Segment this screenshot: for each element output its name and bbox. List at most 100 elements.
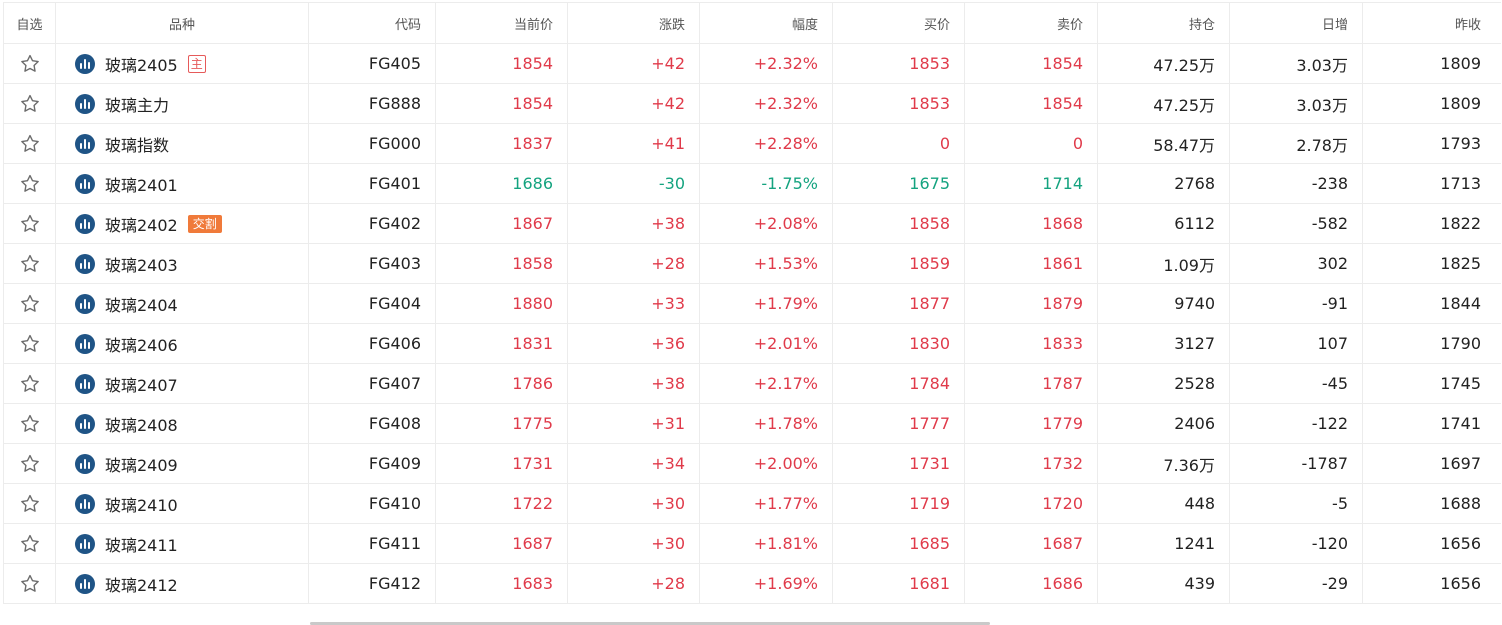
column-header-current-price[interactable]: 当前价 [436, 3, 568, 43]
variety-cell[interactable]: 玻璃主力 [56, 84, 309, 123]
variety-cell[interactable]: 玻璃2408 [56, 404, 309, 443]
favorite-cell [4, 404, 56, 443]
bar-chart-circle-icon[interactable] [75, 173, 95, 194]
prev-close-cell: 1688 [1440, 494, 1481, 513]
variety-name[interactable]: 玻璃指数 [105, 135, 170, 155]
prev-close-cell: 1741 [1440, 414, 1481, 433]
star-outline-icon[interactable] [19, 93, 41, 115]
star-outline-icon[interactable] [19, 293, 41, 315]
variety-cell[interactable]: 玻璃2409 [56, 444, 309, 483]
current-price-cell: 1831 [436, 324, 568, 363]
variety-cell[interactable]: 玻璃2404 [56, 284, 309, 323]
column-header-prev-close[interactable]: 昨收 [1454, 17, 1481, 33]
variety-name[interactable]: 玻璃2405 [105, 55, 178, 75]
variety-cell[interactable]: 玻璃2402 交割 [56, 204, 309, 243]
table-row[interactable]: 玻璃2412 FG412 1683 +28 +1.69% 1681 1686 439 -29 16… [4, 564, 1501, 604]
variety-name[interactable]: 玻璃2410 [105, 495, 178, 515]
table-row[interactable]: 玻璃2408 FG408 1775 +31 +1.78% 1777 1779 2406 -122… [4, 404, 1501, 444]
column-header-daily-increase[interactable]: 日增 [1230, 3, 1363, 43]
horizontal-scrollbar[interactable] [310, 622, 990, 625]
variety-name[interactable]: 玻璃2412 [105, 575, 178, 595]
variety-name[interactable]: 玻璃2404 [105, 295, 178, 315]
change-cell: +38 [568, 204, 700, 243]
bar-chart-circle-icon[interactable] [75, 213, 95, 234]
table-row[interactable]: 玻璃2402 交割 FG402 1867 +38 +2.08% 1858 1868 6112 -5… [4, 204, 1501, 244]
star-outline-icon[interactable] [19, 533, 41, 555]
star-outline-icon[interactable] [19, 573, 41, 595]
star-outline-icon[interactable] [19, 333, 41, 355]
variety-name[interactable]: 玻璃主力 [105, 95, 170, 115]
variety-name[interactable]: 玻璃2411 [105, 535, 178, 555]
variety-cell[interactable]: 玻璃2412 [56, 564, 309, 603]
table-row[interactable]: 玻璃2406 FG406 1831 +36 +2.01% 1830 1833 3127 107 1… [4, 324, 1501, 364]
favorite-cell [4, 244, 56, 283]
table-row[interactable]: 玻璃2405 主 FG405 1854 +42 +2.32% 1853 1854 47.25万 3… [4, 44, 1501, 84]
column-header-code[interactable]: 代码 [309, 3, 436, 43]
table-row[interactable]: 玻璃2410 FG410 1722 +30 +1.77% 1719 1720 448 -5 168… [4, 484, 1501, 524]
table-row[interactable]: 玻璃2401 FG401 1686 -30 -1.75% 1675 1714 2768 -238… [4, 164, 1501, 204]
column-header-change[interactable]: 涨跌 [568, 3, 700, 43]
table-row[interactable]: 玻璃主力 FG888 1854 +42 +2.32% 1853 1854 47.25万 3.03… [4, 84, 1501, 124]
bar-chart-circle-icon[interactable] [75, 53, 95, 74]
main-contract-badge: 主 [187, 54, 206, 73]
bar-chart-circle-icon[interactable] [75, 453, 95, 474]
daily-increase-cell: 302 [1230, 244, 1363, 283]
bar-chart-circle-icon[interactable] [75, 573, 95, 594]
variety-name[interactable]: 玻璃2409 [105, 455, 178, 475]
bar-chart-circle-icon[interactable] [75, 373, 95, 394]
table-row[interactable]: 玻璃2403 FG403 1858 +28 +1.53% 1859 1861 1.09万 302… [4, 244, 1501, 284]
star-outline-icon[interactable] [19, 133, 41, 155]
star-outline-icon[interactable] [19, 413, 41, 435]
variety-cell[interactable]: 玻璃2401 [56, 164, 309, 203]
variety-cell[interactable]: 玻璃2407 [56, 364, 309, 403]
column-header-ask[interactable]: 卖价 [965, 3, 1098, 43]
variety-cell[interactable]: 玻璃2411 [56, 524, 309, 563]
current-price-cell: 1854 [436, 84, 568, 123]
bid-cell: 1858 [833, 204, 965, 243]
variety-name[interactable]: 玻璃2403 [105, 255, 178, 275]
star-outline-icon[interactable] [19, 213, 41, 235]
table-row[interactable]: 玻璃2407 FG407 1786 +38 +2.17% 1784 1787 2528 -45 1… [4, 364, 1501, 404]
bar-chart-circle-icon[interactable] [75, 293, 95, 314]
variety-cell[interactable]: 玻璃2403 [56, 244, 309, 283]
variety-name[interactable]: 玻璃2407 [105, 375, 178, 395]
table-row[interactable]: 玻璃2409 FG409 1731 +34 +2.00% 1731 1732 7.36万 -17… [4, 444, 1501, 484]
column-header-bid[interactable]: 买价 [833, 3, 965, 43]
change-cell: +28 [568, 244, 700, 283]
ask-cell: 1833 [965, 324, 1098, 363]
variety-name[interactable]: 玻璃2402 [105, 215, 178, 235]
variety-name[interactable]: 玻璃2406 [105, 335, 178, 355]
variety-name[interactable]: 玻璃2408 [105, 415, 178, 435]
current-price-cell: 1683 [436, 564, 568, 603]
column-header-variety[interactable]: 品种 [56, 3, 309, 43]
bar-chart-circle-icon[interactable] [75, 93, 95, 114]
star-outline-icon[interactable] [19, 53, 41, 75]
bar-chart-circle-icon[interactable] [75, 253, 95, 274]
variety-cell[interactable]: 玻璃2406 [56, 324, 309, 363]
variety-cell[interactable]: 玻璃2405 主 [56, 44, 309, 83]
favorite-cell [4, 164, 56, 203]
variety-name[interactable]: 玻璃2401 [105, 175, 178, 195]
table-row[interactable]: 玻璃2404 FG404 1880 +33 +1.79% 1877 1879 9740 -91 1… [4, 284, 1501, 324]
column-header-open-interest[interactable]: 持仓 [1098, 3, 1230, 43]
table-body: 玻璃2405 主 FG405 1854 +42 +2.32% 1853 1854 47.25万 3… [4, 44, 1501, 604]
variety-cell[interactable]: 玻璃指数 [56, 124, 309, 163]
table-row[interactable]: 玻璃2411 FG411 1687 +30 +1.81% 1685 1687 1241 -120… [4, 524, 1501, 564]
star-outline-icon[interactable] [19, 453, 41, 475]
code-cell: FG406 [309, 324, 436, 363]
star-outline-icon[interactable] [19, 173, 41, 195]
star-outline-icon[interactable] [19, 373, 41, 395]
column-header-change-percent[interactable]: 幅度 [700, 3, 833, 43]
star-outline-icon[interactable] [19, 493, 41, 515]
change-percent-cell: +1.78% [700, 404, 833, 443]
bar-chart-circle-icon[interactable] [75, 133, 95, 154]
bar-chart-circle-icon[interactable] [75, 333, 95, 354]
variety-cell[interactable]: 玻璃2410 [56, 484, 309, 523]
open-interest-cell: 1241 [1098, 524, 1230, 563]
bar-chart-circle-icon[interactable] [75, 533, 95, 554]
table-row[interactable]: 玻璃指数 FG000 1837 +41 +2.28% 0 0 58.47万 2.78万 1793 [4, 124, 1501, 164]
bar-chart-circle-icon[interactable] [75, 413, 95, 434]
column-header-favorite[interactable]: 自选 [4, 3, 56, 43]
bar-chart-circle-icon[interactable] [75, 493, 95, 514]
star-outline-icon[interactable] [19, 253, 41, 275]
